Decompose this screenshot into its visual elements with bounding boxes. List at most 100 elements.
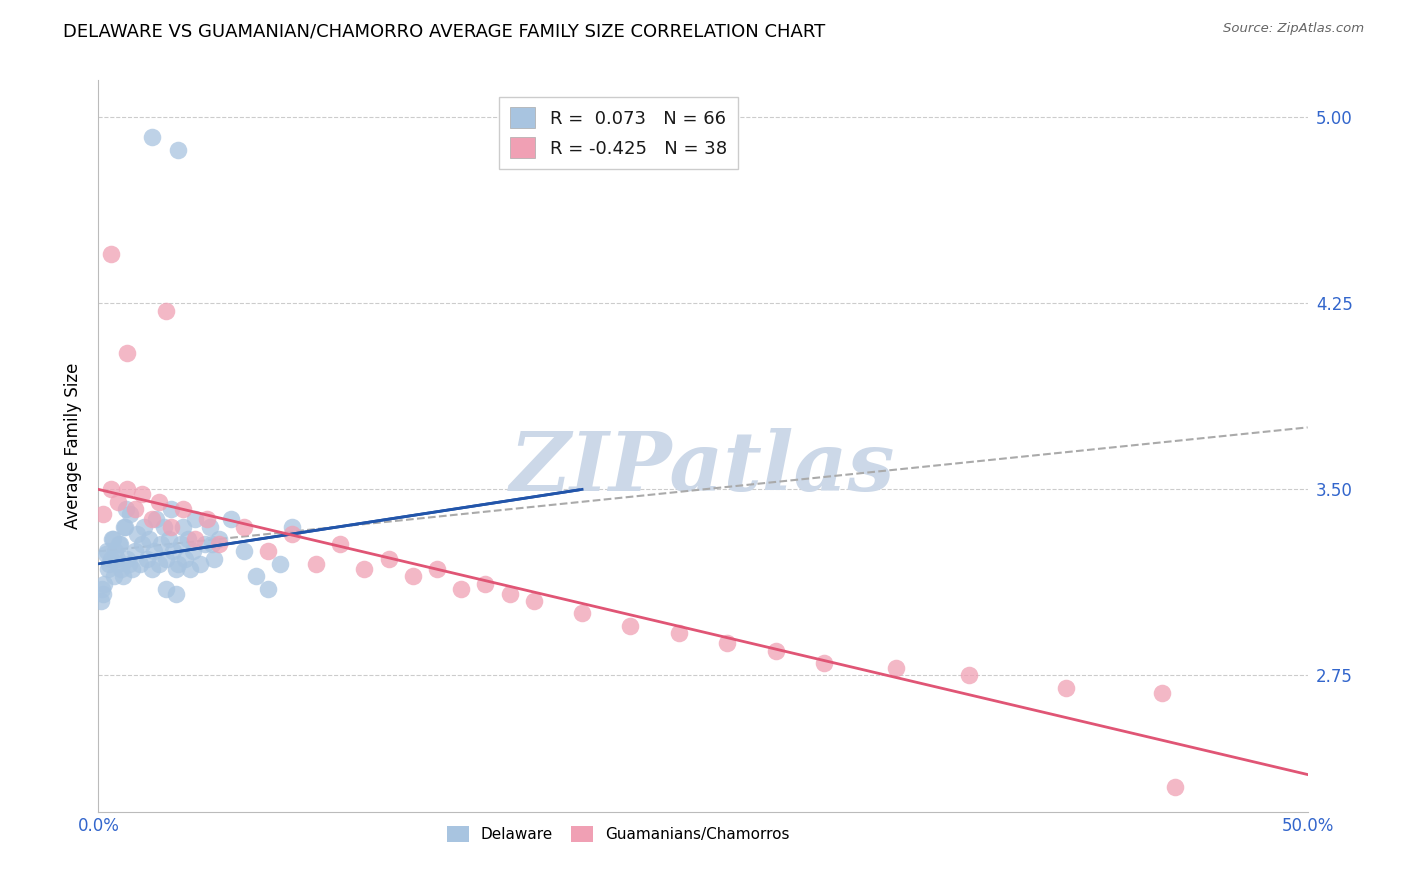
Point [184, 512, 207, 526]
Point [426, 562, 449, 576]
Point [167, 557, 190, 571]
Point [179, 562, 201, 576]
Point [138, 532, 160, 546]
Point [305, 557, 328, 571]
Point [765, 643, 787, 657]
Point [221, 512, 243, 526]
Point [98, 557, 121, 571]
Point [128, 557, 150, 571]
Point [150, 537, 173, 551]
Point [172, 519, 194, 533]
Point [1054, 681, 1077, 695]
Point [91, 586, 114, 600]
Point [957, 668, 980, 682]
Point [135, 551, 157, 566]
Point [105, 551, 128, 566]
Point [141, 130, 163, 145]
Point [107, 495, 129, 509]
Point [124, 502, 146, 516]
Point [813, 656, 835, 670]
Point [377, 551, 399, 566]
Point [281, 519, 304, 533]
Point [111, 569, 134, 583]
Point [93, 576, 115, 591]
Point [177, 532, 200, 546]
Point [121, 562, 143, 576]
Point [155, 304, 177, 318]
Point [157, 532, 180, 546]
Point [668, 626, 690, 640]
Point [131, 537, 153, 551]
Point [160, 519, 183, 533]
Point [329, 537, 352, 551]
Point [143, 544, 166, 558]
Point [117, 483, 139, 497]
Point [232, 544, 254, 558]
Point [256, 544, 278, 558]
Text: ZIPatlas: ZIPatlas [510, 428, 896, 508]
Point [104, 544, 127, 558]
Point [198, 519, 221, 533]
Point [148, 557, 170, 571]
Point [208, 532, 231, 546]
Point [165, 586, 187, 600]
Point [115, 502, 138, 516]
Point [97, 562, 120, 576]
Point [523, 594, 546, 608]
Point [172, 502, 194, 516]
Point [1163, 780, 1185, 794]
Point [195, 512, 218, 526]
Point [155, 551, 177, 566]
Point [571, 607, 593, 621]
Point [208, 537, 231, 551]
Point [155, 582, 177, 596]
Point [194, 537, 217, 551]
Point [145, 512, 167, 526]
Point [402, 569, 425, 583]
Point [94, 547, 117, 561]
Point [281, 527, 304, 541]
Point [114, 519, 136, 533]
Point [96, 544, 118, 558]
Point [100, 483, 122, 497]
Point [256, 582, 278, 596]
Y-axis label: Average Family Size: Average Family Size [65, 363, 83, 529]
Point [117, 346, 139, 360]
Point [103, 569, 125, 583]
Point [131, 487, 153, 501]
Text: Source: ZipAtlas.com: Source: ZipAtlas.com [1223, 22, 1364, 36]
Point [886, 661, 908, 675]
Point [101, 532, 124, 546]
Point [169, 537, 191, 551]
Point [108, 537, 131, 551]
Point [117, 551, 139, 566]
Point [619, 619, 641, 633]
Point [118, 507, 141, 521]
Point [474, 576, 496, 591]
Point [127, 527, 149, 541]
Point [184, 532, 207, 546]
Point [100, 532, 122, 546]
Point [108, 537, 131, 551]
Point [124, 544, 146, 558]
Point [1152, 686, 1174, 700]
Point [167, 143, 190, 157]
Point [498, 586, 520, 600]
Point [107, 557, 129, 571]
Point [245, 569, 267, 583]
Point [188, 557, 211, 571]
Point [450, 582, 472, 596]
Point [91, 582, 114, 596]
Point [118, 557, 141, 571]
Point [201, 537, 224, 551]
Point [174, 551, 197, 566]
Point [232, 519, 254, 533]
Point [269, 557, 291, 571]
Point [141, 562, 163, 576]
Point [112, 519, 135, 533]
Point [134, 519, 156, 533]
Point [716, 636, 738, 650]
Point [181, 544, 204, 558]
Point [141, 512, 163, 526]
Point [100, 551, 122, 566]
